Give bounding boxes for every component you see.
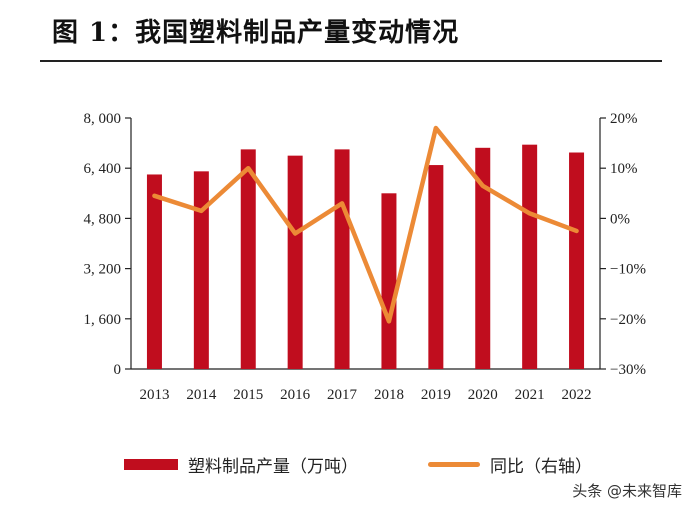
bar — [381, 193, 397, 369]
bar — [193, 171, 209, 369]
title-divider — [40, 60, 662, 62]
bar — [475, 147, 491, 369]
x-tick-label: 2017 — [327, 387, 358, 403]
bar — [240, 149, 256, 369]
y-right-tick-label: −30% — [610, 362, 646, 378]
bar — [287, 155, 303, 369]
y-left-tick-label: 0 — [114, 362, 122, 378]
y-right-tick-label: −10% — [610, 262, 646, 278]
legend-line-label: 同比（右轴） — [490, 457, 592, 477]
y-left-tick-label: 8, 000 — [84, 111, 122, 127]
bar — [569, 152, 585, 369]
x-tick-label: 2015 — [233, 387, 263, 403]
y-right-tick-label: 10% — [610, 161, 638, 177]
legend-item-line: 同比（右轴） — [428, 452, 592, 477]
y-left-tick-label: 4, 800 — [84, 211, 122, 227]
y-right-tick-label: 0% — [610, 211, 630, 227]
x-tick-label: 2019 — [421, 387, 451, 403]
chart-title: 图 1：我国塑料制品产量变动情况 — [52, 18, 460, 48]
x-tick-label: 2022 — [562, 387, 592, 403]
x-tick-label: 2016 — [280, 387, 311, 403]
bar — [522, 144, 538, 369]
legend-line-swatch — [428, 462, 480, 467]
y-left-tick-label: 1, 600 — [84, 312, 122, 328]
x-tick-label: 2020 — [468, 387, 498, 403]
y-left-tick-label: 6, 400 — [84, 161, 122, 177]
bar — [334, 149, 350, 369]
y-left-tick-label: 3, 200 — [84, 262, 122, 278]
bar — [146, 174, 162, 369]
legend-bar-swatch — [124, 459, 178, 470]
x-tick-label: 2013 — [139, 387, 169, 403]
yoy-line — [152, 125, 579, 324]
y-right-tick-label: 20% — [610, 111, 638, 127]
x-tick-label: 2021 — [515, 387, 545, 403]
x-tick-label: 2014 — [186, 387, 217, 403]
chart-legend: 塑料制品产量（万吨） 同比（右轴） — [0, 452, 700, 477]
legend-item-bar: 塑料制品产量（万吨） — [124, 452, 358, 477]
y-right-tick-label: −20% — [610, 312, 646, 328]
bar — [428, 165, 444, 369]
x-tick-label: 2018 — [374, 387, 404, 403]
watermark: 头条 @未来智库 — [572, 482, 682, 500]
legend-bar-label: 塑料制品产量（万吨） — [188, 457, 358, 477]
